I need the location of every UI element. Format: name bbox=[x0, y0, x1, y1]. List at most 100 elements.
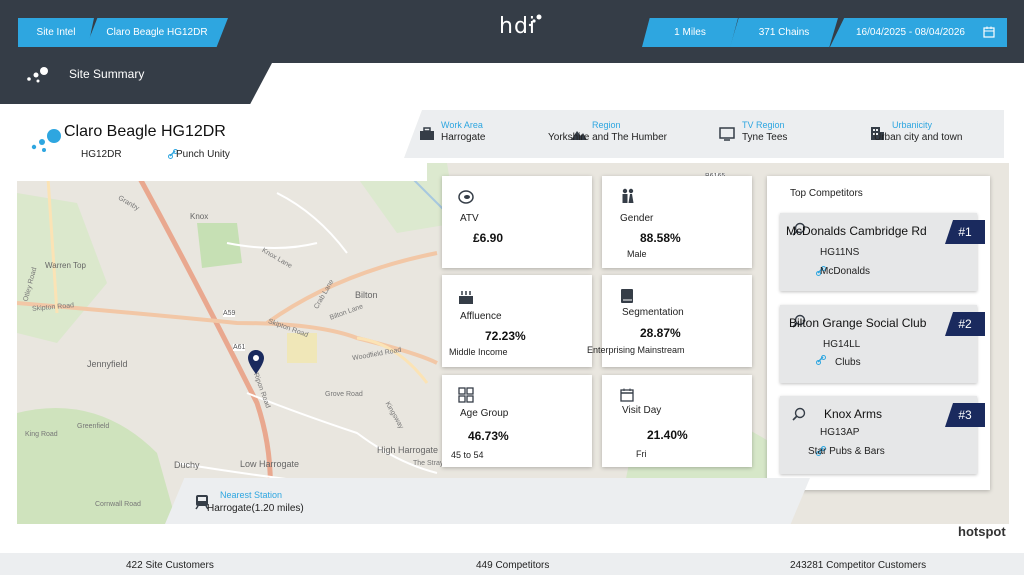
map-label-low-harrogate: Low Harrogate bbox=[240, 459, 300, 469]
stat-card-age-group: Age Group 46.73% 45 to 54 bbox=[442, 375, 592, 467]
map-label-cornwall-road: Cornwall Road bbox=[95, 501, 141, 508]
stat-value: 46.73% bbox=[468, 429, 509, 443]
nearest-station-value: Harrogate(1.20 miles) bbox=[207, 503, 304, 514]
stat-subtitle: Middle Income bbox=[449, 347, 508, 357]
stat-subtitle: 45 to 54 bbox=[451, 450, 484, 460]
stat-value: £6.90 bbox=[473, 231, 504, 245]
stat-card-visit-day: Visit Day 21.40% Fri bbox=[602, 375, 752, 467]
cake-icon bbox=[459, 291, 473, 304]
site-summary-dots-icon bbox=[27, 67, 48, 83]
competitor-category: Clubs bbox=[835, 357, 861, 368]
top-competitors-title: Top Competitors bbox=[790, 188, 863, 199]
stat-value: 21.40% bbox=[647, 428, 688, 442]
miles-button[interactable]: 1 Miles bbox=[642, 18, 738, 47]
date-range-button[interactable]: 16/04/2025 - 08/04/2026 bbox=[830, 18, 1007, 47]
map-label-the-stray: The Stray bbox=[413, 460, 444, 467]
calendar-icon bbox=[983, 26, 995, 38]
logo-dots-icon bbox=[528, 14, 542, 27]
stat-card-atv: ATV £6.90 bbox=[442, 176, 592, 268]
stat-title: Segmentation bbox=[622, 307, 684, 318]
map-label-king-road: King Road bbox=[25, 431, 58, 438]
stat-title: ATV bbox=[460, 213, 479, 224]
nearest-station-label: Nearest Station bbox=[220, 490, 283, 500]
stat-title: Affluence bbox=[460, 311, 502, 322]
competitor-customers-count: 243281 Competitor Customers bbox=[790, 560, 927, 571]
tv-region: TV Region Tyne Tees bbox=[742, 120, 787, 143]
urbanicity-label: Urbanicity bbox=[892, 120, 933, 130]
search-icon bbox=[792, 222, 806, 236]
stat-value: 72.23% bbox=[485, 329, 526, 343]
stat-value: 28.87% bbox=[640, 326, 681, 340]
date-range-label: 16/04/2025 - 08/04/2026 bbox=[856, 27, 965, 38]
competitor-category: McDonalds bbox=[820, 266, 871, 277]
map-top-overlay bbox=[17, 163, 427, 181]
site-chip-button[interactable]: Claro Beagle HG12DR bbox=[86, 18, 228, 47]
competitor-category: Star Pubs & Bars bbox=[808, 446, 885, 457]
book-icon bbox=[621, 289, 633, 303]
site-category: Punch Unity bbox=[176, 149, 230, 160]
map-label-warren-top: Warren Top bbox=[45, 261, 86, 270]
competitor-name: Bilton Grange Social Club bbox=[789, 316, 927, 330]
stat-subtitle: Male bbox=[627, 249, 647, 259]
competitors-count: 449 Competitors bbox=[476, 560, 550, 571]
hdi-logo: hdi bbox=[499, 14, 537, 39]
stat-subtitle: Enterprising Mainstream bbox=[587, 345, 685, 355]
work-area: Work Area Harrogate bbox=[441, 120, 485, 143]
region-label: Region bbox=[592, 120, 621, 130]
map-label-high-harrogate: High Harrogate bbox=[377, 445, 439, 455]
urbanicity: Urbanicity Urban city and town bbox=[874, 120, 962, 143]
competitor-name: Knox Arms bbox=[824, 407, 883, 421]
mountain-icon bbox=[571, 131, 587, 140]
rank-badge: #3 bbox=[945, 403, 985, 427]
work-area-label: Work Area bbox=[441, 120, 483, 130]
rank-badge: #2 bbox=[945, 312, 985, 336]
competitor-card-2[interactable]: Bilton Grange Social Club HG14LL Clubs #… bbox=[780, 305, 985, 383]
region-value: Yorkshire and The Humber bbox=[548, 132, 667, 143]
nearest-station-bar bbox=[165, 478, 810, 524]
stat-value: 88.58% bbox=[640, 231, 681, 245]
site-intel-button[interactable]: Site Intel bbox=[18, 18, 94, 47]
stat-title: Visit Day bbox=[622, 405, 662, 416]
map-label-a59: A59 bbox=[223, 310, 236, 317]
site-postcode: HG12DR bbox=[81, 149, 122, 160]
calendar-icon bbox=[620, 388, 634, 402]
stat-card-segmentation: Segmentation 28.87% Enterprising Mainstr… bbox=[587, 275, 752, 367]
competitor-name: McDonalds Cambridge Rd bbox=[786, 224, 927, 238]
competitor-card-1[interactable]: McDonalds Cambridge Rd HG11NS McDonalds … bbox=[780, 213, 985, 291]
site-summary-title: Site Summary bbox=[69, 67, 145, 81]
hotspot-logo: hotspot bbox=[958, 524, 1006, 539]
stat-title: Age Group bbox=[460, 408, 509, 419]
site-intel-label: Site Intel bbox=[36, 27, 76, 38]
info-strip bbox=[404, 110, 1004, 158]
site-name: Claro Beagle HG12DR bbox=[64, 123, 226, 140]
map-label-bilton: Bilton bbox=[355, 290, 378, 300]
competitor-postcode: HG13AP bbox=[820, 427, 860, 438]
link-icon bbox=[816, 446, 826, 456]
site-pin-icon[interactable] bbox=[248, 350, 264, 374]
building-icon bbox=[871, 127, 884, 140]
stat-subtitle: Fri bbox=[636, 449, 647, 459]
rank-badge: #1 bbox=[945, 220, 985, 244]
map-label-a61: A61 bbox=[233, 344, 246, 351]
stat-card-gender: Gender 88.58% Male bbox=[602, 176, 752, 268]
tv-region-label: TV Region bbox=[742, 120, 785, 130]
tv-region-value: Tyne Tees bbox=[742, 132, 788, 143]
stat-card-affluence: Affluence 72.23% Middle Income bbox=[442, 275, 592, 367]
map-label-jennyfield: Jennyfield bbox=[87, 359, 128, 369]
miles-label: 1 Miles bbox=[674, 27, 706, 38]
site-dots-icon bbox=[31, 129, 61, 152]
work-area-value: Harrogate bbox=[441, 132, 486, 143]
map-label-duchy: Duchy bbox=[174, 460, 200, 470]
footer-bar: 422 Site Customers 449 Competitors 24328… bbox=[0, 553, 1024, 575]
search-icon bbox=[792, 407, 806, 421]
link-icon bbox=[816, 355, 826, 365]
site-customers-count: 422 Site Customers bbox=[126, 560, 214, 571]
coin-icon bbox=[458, 190, 474, 204]
map-label-knox: Knox bbox=[190, 212, 209, 221]
link-icon bbox=[816, 266, 826, 276]
chains-button[interactable]: 371 Chains bbox=[730, 18, 838, 47]
urbanicity-value: Urban city and town bbox=[874, 132, 963, 143]
competitor-card-3[interactable]: Knox Arms HG13AP Star Pubs & Bars #3 bbox=[780, 396, 985, 474]
train-icon bbox=[195, 495, 209, 510]
region: Region Yorkshire and The Humber bbox=[548, 120, 667, 143]
